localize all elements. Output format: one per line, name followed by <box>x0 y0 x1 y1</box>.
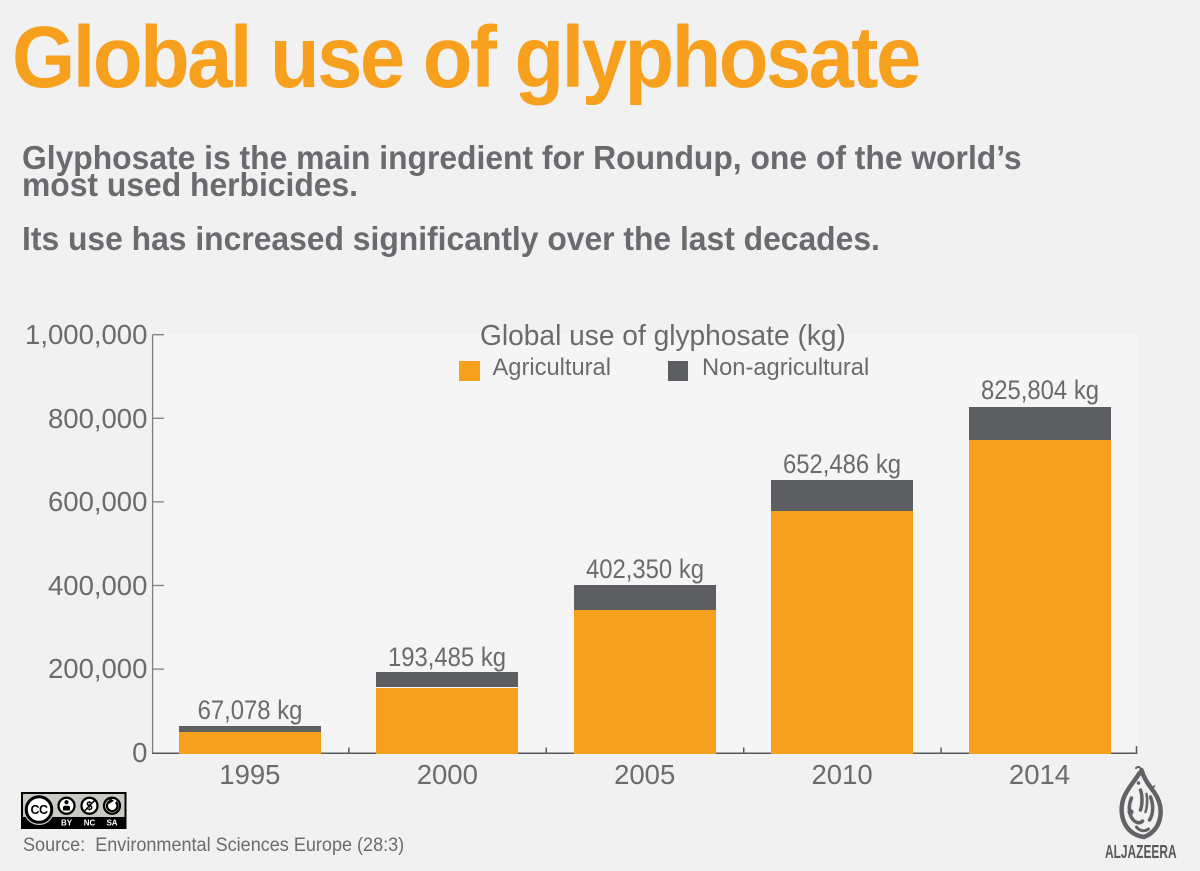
svg-text:NC: NC <box>84 818 96 827</box>
svg-text:$: $ <box>86 801 93 813</box>
svg-text:SA: SA <box>106 818 117 827</box>
svg-text:ALJAZEERA: ALJAZEERA <box>1105 842 1177 862</box>
svg-text:BY: BY <box>61 818 73 827</box>
svg-text:CC: CC <box>30 803 48 817</box>
